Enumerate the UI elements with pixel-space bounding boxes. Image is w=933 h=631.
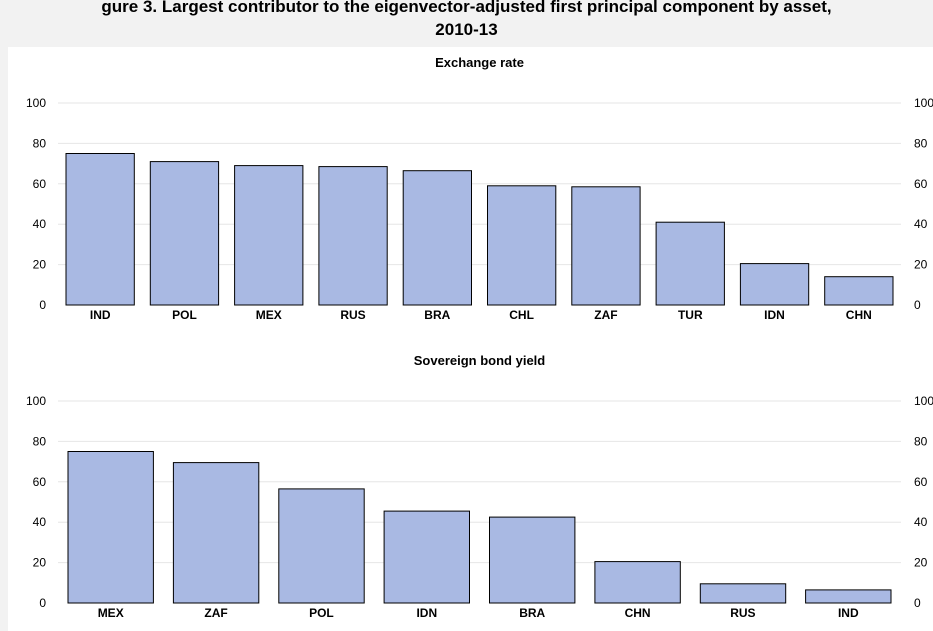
y-tick-label-right: 0 xyxy=(914,298,921,312)
x-tick-label: IND xyxy=(90,308,111,322)
y-tick-label-left: 60 xyxy=(33,475,47,489)
chart-title: Sovereign bond yield xyxy=(414,353,546,368)
bar xyxy=(65,153,135,306)
y-tick-label-left: 40 xyxy=(33,217,47,231)
bar xyxy=(655,221,725,306)
y-tick-label-right: 0 xyxy=(914,596,921,610)
y-tick-label-left: 100 xyxy=(26,96,46,110)
y-tick-label-right: 60 xyxy=(914,475,928,489)
bar xyxy=(278,488,365,604)
bar xyxy=(318,166,388,306)
y-tick-label-left: 100 xyxy=(26,394,46,408)
x-tick-label: CHN xyxy=(625,606,651,620)
y-tick-label-right: 100 xyxy=(914,96,933,110)
y-tick-label-right: 20 xyxy=(914,556,928,570)
bar xyxy=(594,561,681,604)
x-tick-label: CHN xyxy=(846,308,872,322)
y-tick-label-left: 0 xyxy=(39,298,46,312)
chart-2: Sovereign bond yield 0 0 20 20 40 40 60 60 80 80 10… xyxy=(26,353,933,620)
y-tick-label-right: 40 xyxy=(914,217,928,231)
x-tick-label: POL xyxy=(309,606,334,620)
bar xyxy=(805,589,892,604)
bar xyxy=(402,170,473,306)
y-tick-label-right: 60 xyxy=(914,177,928,191)
y-tick-label-right: 80 xyxy=(914,434,928,448)
bar xyxy=(699,583,787,604)
x-tick-label: BRA xyxy=(424,308,450,322)
y-tick-label-right: 40 xyxy=(914,515,928,529)
bar xyxy=(489,516,576,604)
bar xyxy=(172,462,260,604)
bar xyxy=(487,185,557,306)
x-tick-label: ZAF xyxy=(594,308,617,322)
x-tick-label: TUR xyxy=(678,308,703,322)
bar xyxy=(824,276,894,306)
x-tick-label: CHL xyxy=(509,308,534,322)
x-tick-label: MEX xyxy=(256,308,282,322)
x-tick-label: BRA xyxy=(519,606,545,620)
y-tick-label-left: 80 xyxy=(33,434,47,448)
x-tick-label: MEX xyxy=(98,606,124,620)
bar xyxy=(571,186,641,306)
bar xyxy=(234,165,304,306)
bar xyxy=(149,161,220,306)
y-tick-label-left: 0 xyxy=(39,596,46,610)
x-tick-label: ZAF xyxy=(204,606,227,620)
x-tick-label: RUS xyxy=(730,606,755,620)
y-tick-label-left: 20 xyxy=(33,556,47,570)
x-tick-label: POL xyxy=(172,308,197,322)
x-tick-label: IDN xyxy=(764,308,785,322)
y-tick-label-left: 60 xyxy=(33,177,47,191)
chart-canvas: Exchange rate 0 0 20 20 40 40 60 60 80 80 100 100 IND… xyxy=(26,55,933,620)
figure-title-line-2: 2010-13 xyxy=(435,20,498,39)
y-tick-label-left: 80 xyxy=(33,136,47,150)
y-tick-label-right: 20 xyxy=(914,258,928,272)
figure-title-line-1: gure 3. Largest contributor to the eigen… xyxy=(101,0,832,16)
bar xyxy=(739,263,810,306)
x-tick-label: RUS xyxy=(340,308,365,322)
bar xyxy=(67,451,154,604)
y-tick-label-right: 100 xyxy=(914,394,933,408)
x-tick-label: IND xyxy=(838,606,859,620)
bar xyxy=(383,510,471,604)
y-tick-label-right: 80 xyxy=(914,136,928,150)
chart-title: Exchange rate xyxy=(435,55,524,70)
y-tick-label-left: 20 xyxy=(33,258,47,272)
x-tick-label: IDN xyxy=(416,606,437,620)
chart-1: Exchange rate 0 0 20 20 40 40 60 60 80 80 100 100 IND… xyxy=(26,55,933,322)
y-tick-label-left: 40 xyxy=(33,515,47,529)
chart-panel: Exchange rate 0 0 20 20 40 40 60 60 80 80 100 100 IND… xyxy=(8,47,933,631)
